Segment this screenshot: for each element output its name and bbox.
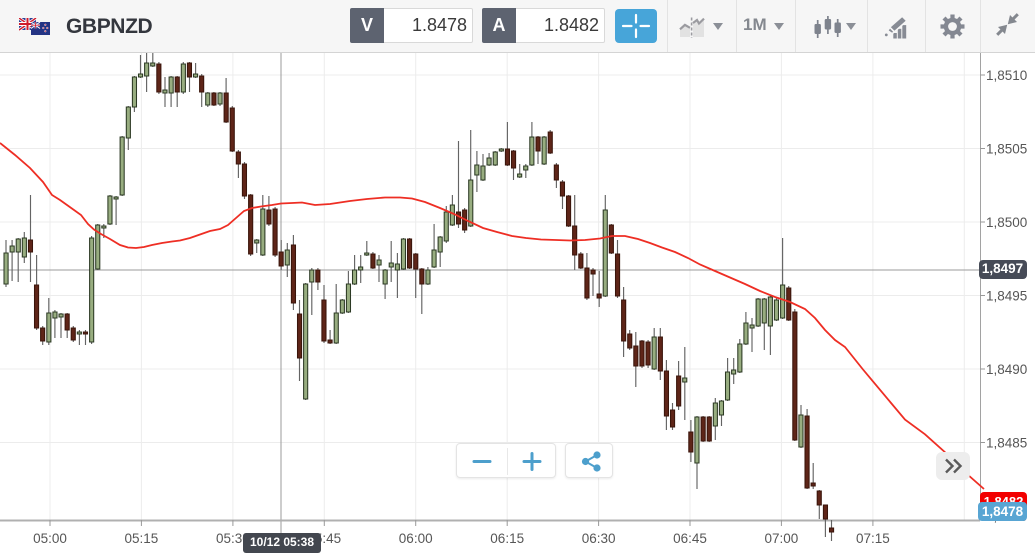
svg-text:1,8485: 1,8485: [986, 435, 1027, 450]
svg-text:06:45: 06:45: [673, 531, 707, 546]
svg-text:05:15: 05:15: [125, 531, 159, 546]
svg-text:07:00: 07:00: [765, 531, 799, 546]
svg-text:06:30: 06:30: [582, 531, 616, 546]
svg-text:1,8505: 1,8505: [986, 141, 1027, 156]
svg-text:1,8500: 1,8500: [986, 215, 1027, 230]
svg-text:1,8495: 1,8495: [986, 288, 1027, 303]
svg-text:06:00: 06:00: [399, 531, 433, 546]
svg-text:05:30: 05:30: [216, 531, 250, 546]
svg-text:1,8490: 1,8490: [986, 362, 1027, 377]
svg-text:06:15: 06:15: [490, 531, 524, 546]
svg-text:05:00: 05:00: [33, 531, 67, 546]
svg-text:1,8510: 1,8510: [986, 68, 1027, 83]
svg-text:07:15: 07:15: [856, 531, 890, 546]
